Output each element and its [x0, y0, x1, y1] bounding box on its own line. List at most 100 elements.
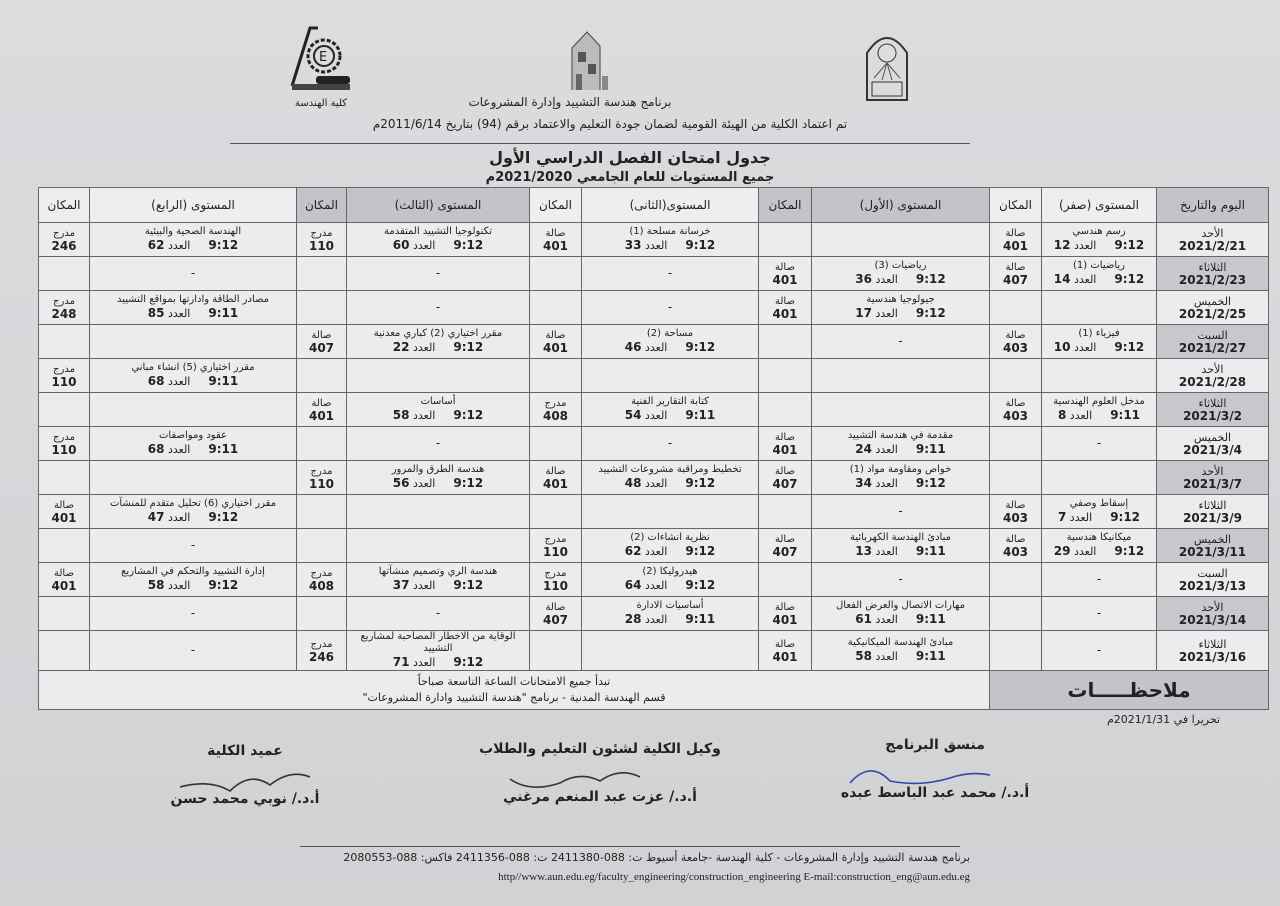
exam-time: 9:12 [208, 578, 239, 592]
day-name: الثلاثاء [1198, 637, 1227, 651]
exam-date: 2021/3/14 [1178, 612, 1247, 627]
student-count: 71 [392, 655, 410, 669]
notes-label: ملاحظـــــات [989, 670, 1269, 710]
place-type: مدرج [53, 295, 75, 307]
day-date-cell: الخميس 2021/2/25 [1156, 290, 1269, 325]
accreditation-line: تم اعتماد الكلية من الهيئة القومية لضمان… [372, 117, 848, 131]
exam-time: 9:12 [685, 578, 716, 592]
exam-time: 9:12 [1114, 544, 1145, 558]
place-number: 248 [51, 306, 77, 321]
place-number: 110 [51, 442, 77, 457]
subject-cell-level-3: تكنولوجيا التشييد المتقدمة 9:12 العدد 60 [346, 222, 530, 257]
count-label: العدد [644, 341, 668, 354]
place-cell-level-4: صالة 401 [38, 494, 90, 529]
no-exam-dash: - [1096, 571, 1102, 586]
no-exam-dash: - [1096, 435, 1102, 450]
no-exam-dash: - [667, 265, 673, 280]
subject-name: الوقاية من الاخطار المصاحبة لمشاريع التش… [360, 631, 516, 654]
handwritten-signature [179, 773, 311, 793]
no-exam-dash: - [1096, 642, 1102, 657]
place-cell-level-4: مدرج 248 [38, 290, 90, 325]
place-cell-level-2: مدرج 110 [529, 562, 582, 597]
day-name: الثلاثاء [1198, 396, 1227, 410]
subject-name: هندسة الطرق والمرور [391, 464, 485, 475]
student-count: 46 [624, 340, 642, 354]
time-count-line: 9:12 العدد 10 [1043, 340, 1155, 355]
place-cell-level-3 [296, 494, 347, 529]
place-number: 246 [51, 238, 77, 253]
subject-name: مهارات الاتصال والعرض الفعال [836, 600, 965, 611]
place-cell-level-0: صالة 401 [989, 222, 1042, 257]
notes-row: ملاحظـــــات تبدأ جميع الامتحانات الساعة… [38, 670, 1269, 710]
exam-time: 9:12 [453, 340, 484, 354]
subject-cell-level-4: - [89, 596, 297, 631]
count-label: العدد [412, 579, 436, 592]
time-count-line: 9:11 العدد 61 [813, 612, 988, 627]
exam-date: 2021/2/25 [1178, 306, 1247, 321]
assiut-university-logo [866, 37, 908, 101]
student-count: 13 [855, 544, 872, 558]
table-row: الخميس 2021/2/25 جيولوجيا هندسية 9:12 العدد … [38, 290, 1269, 325]
subject-cell-level-2: تخطيط ومراقبة مشروعات التشييد 9:12 العدد 4… [581, 460, 759, 495]
place-type: صالة [545, 227, 566, 239]
place-cell-level-3: مدرج 110 [296, 460, 347, 495]
exam-date: 2021/3/13 [1178, 578, 1247, 593]
place-cell-level-2 [529, 426, 582, 461]
count-label: العدد [167, 307, 191, 320]
day-date-cell: السبت 2021/3/13 [1156, 562, 1269, 597]
place-number: 407 [308, 340, 335, 355]
place-type: مدرج [544, 567, 567, 579]
exam-time: 9:12 [1114, 340, 1145, 354]
place-type: صالة [775, 431, 795, 443]
exam-time: 9:12 [1114, 238, 1145, 252]
no-exam-dash: - [1096, 605, 1102, 620]
time-count-line: 9:11 العدد 8 [1043, 408, 1155, 423]
place-number: 407 [1002, 272, 1029, 287]
place-cell-level-2 [529, 256, 582, 291]
handwritten-signature [849, 770, 991, 785]
student-count: 68 [147, 442, 165, 456]
place-number: 401 [542, 238, 569, 253]
subject-cell-level-4: - [89, 256, 297, 291]
table-row: الثلاثاء 2021/3/2 مدخل العلوم الهندسية 9:11… [38, 392, 1269, 427]
table-row: الثلاثاء 2021/3/9 إسقاط وصفي 9:12العدد 7 صال… [38, 494, 1269, 529]
day-name: الأحد [1201, 464, 1224, 478]
exam-date: 2021/2/21 [1178, 238, 1247, 253]
place-type: صالة [775, 261, 795, 273]
exam-time: 9:12 [685, 238, 716, 252]
place-cell-level-2: صالة 401 [529, 460, 582, 495]
place-cell-level-0: صالة 403 [989, 528, 1042, 563]
subject-cell-level-3: الوقاية من الاخطار المصاحبة لمشاريع التش… [346, 630, 530, 671]
place-cell-level-2: صالة 407 [529, 596, 582, 631]
subject-name: مقرر اختياري (2) كباري معدنية [373, 328, 503, 339]
place-cell-level-0 [989, 358, 1042, 393]
place-number: 401 [51, 578, 77, 593]
time-count-line: 9:12 العدد 62 [583, 544, 757, 559]
no-exam-dash: - [190, 265, 196, 280]
subject-cell-level-3: - [346, 596, 530, 631]
subject-cell-level-2 [581, 630, 759, 671]
subject-cell-level-4 [89, 460, 297, 495]
exam-date: 2021/3/9 [1183, 510, 1242, 525]
place-type: صالة [775, 638, 795, 650]
subject-cell-level-2: - [581, 256, 759, 291]
table-row: الأحد 2021/3/14 - مهارات الاتصال والعرض الف… [38, 596, 1269, 631]
subject-name: مدخل العلوم الهندسية [1053, 396, 1145, 407]
subject-cell-level-1: مقدمة في هندسة التشييد 9:11 العدد 24 [811, 426, 990, 461]
student-count: 33 [624, 238, 642, 252]
subject-cell-level-3 [346, 528, 530, 563]
place-cell-level-0: صالة 403 [989, 392, 1042, 427]
count-label: العدد [167, 443, 191, 456]
signature-role: وكيل الكلية لشئون التعليم والطلاب [479, 741, 721, 757]
place-number: 110 [542, 578, 569, 593]
count-label: العدد [644, 613, 668, 626]
place-type: صالة [775, 533, 795, 545]
signature-role: عميد الكلية [207, 743, 283, 759]
place-type: مدرج [310, 638, 333, 650]
subject-cell-level-0 [1041, 290, 1157, 325]
time-count-line: 9:12 العدد 36 [813, 272, 988, 287]
count-label: العدد [412, 477, 436, 490]
count-label: العدد [412, 656, 436, 669]
place-type: مدرج [544, 397, 567, 409]
time-count-line: 9:11 العدد 68 [91, 374, 295, 389]
